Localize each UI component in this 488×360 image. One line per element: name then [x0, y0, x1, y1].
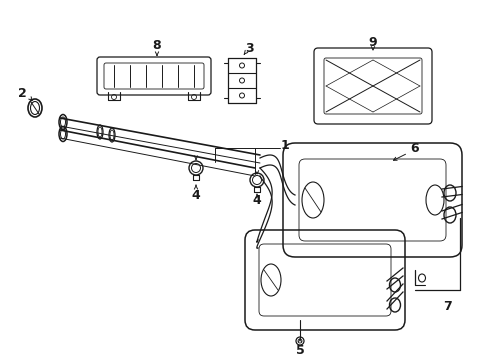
Text: 2: 2: [18, 86, 26, 99]
Text: 1: 1: [280, 139, 289, 152]
Text: 4: 4: [252, 194, 261, 207]
Text: 6: 6: [410, 141, 418, 154]
Text: 9: 9: [368, 36, 377, 49]
Text: 4: 4: [191, 189, 200, 202]
Text: 5: 5: [295, 343, 304, 356]
Text: 3: 3: [245, 41, 254, 54]
Text: 8: 8: [152, 39, 161, 51]
Text: 7: 7: [443, 301, 451, 314]
